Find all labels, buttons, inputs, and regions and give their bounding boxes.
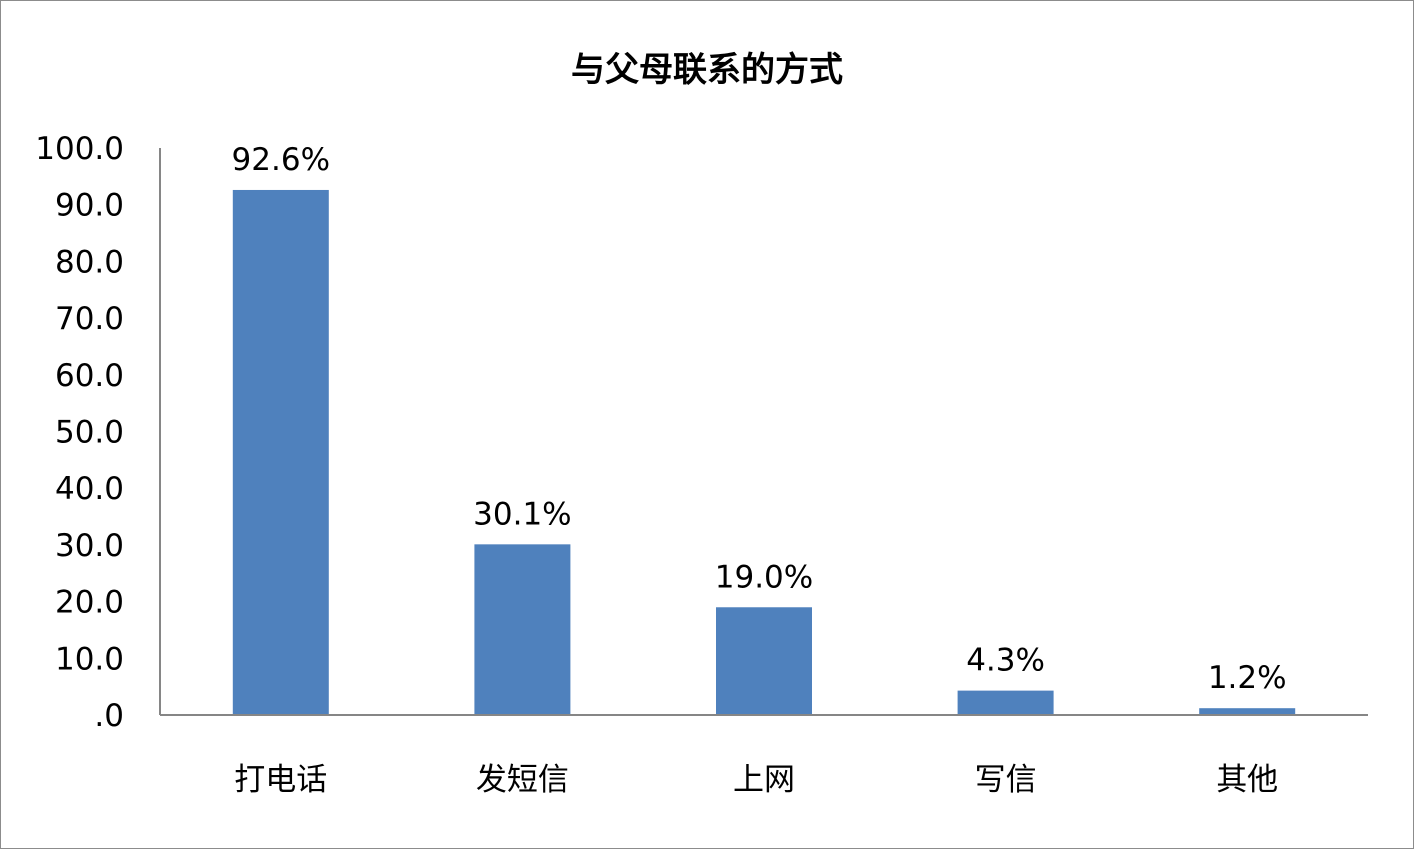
x-tick-label: 其他 <box>1216 762 1278 798</box>
bars <box>232 189 1296 715</box>
data-label: 4.3% <box>966 643 1045 679</box>
data-label: 30.1% <box>473 496 571 532</box>
x-axis: 打电话 发短信 上网 写信 其他 <box>160 714 1368 798</box>
bar <box>957 690 1054 715</box>
bar <box>1199 708 1296 715</box>
bar <box>232 189 329 715</box>
y-tick-label: 70.0 <box>55 301 124 337</box>
data-label: 1.2% <box>1208 660 1287 696</box>
bar <box>716 607 812 715</box>
chart-title: 与父母联系的方式 <box>571 50 843 90</box>
y-tick-label: 30.0 <box>55 528 124 564</box>
data-label: 19.0% <box>715 559 813 595</box>
x-tick-label: 写信 <box>975 762 1037 798</box>
y-tick-label: 60.0 <box>55 358 124 394</box>
x-tick-label: 打电话 <box>234 762 327 798</box>
x-tick-label: 发短信 <box>476 762 569 798</box>
y-axis: .0 10.0 20.0 30.0 40.0 50.0 60.0 70.0 80.0 90.0 10… <box>35 131 161 734</box>
bar <box>474 544 571 715</box>
y-tick-label: 90.0 <box>55 188 124 224</box>
y-tick-label: 50.0 <box>55 415 124 451</box>
y-tick-label: .0 <box>94 698 124 734</box>
data-label: 92.6% <box>232 142 330 178</box>
y-tick-label: 80.0 <box>55 244 124 280</box>
y-tick-label: 40.0 <box>55 471 124 507</box>
data-labels: 92.6% 30.1% 19.0% 4.3% 1.2% <box>232 142 1287 696</box>
x-tick-label: 上网 <box>733 762 795 798</box>
y-tick-label: 10.0 <box>55 641 124 677</box>
y-tick-label: 20.0 <box>55 585 124 621</box>
y-tick-label: 100.0 <box>35 131 124 167</box>
